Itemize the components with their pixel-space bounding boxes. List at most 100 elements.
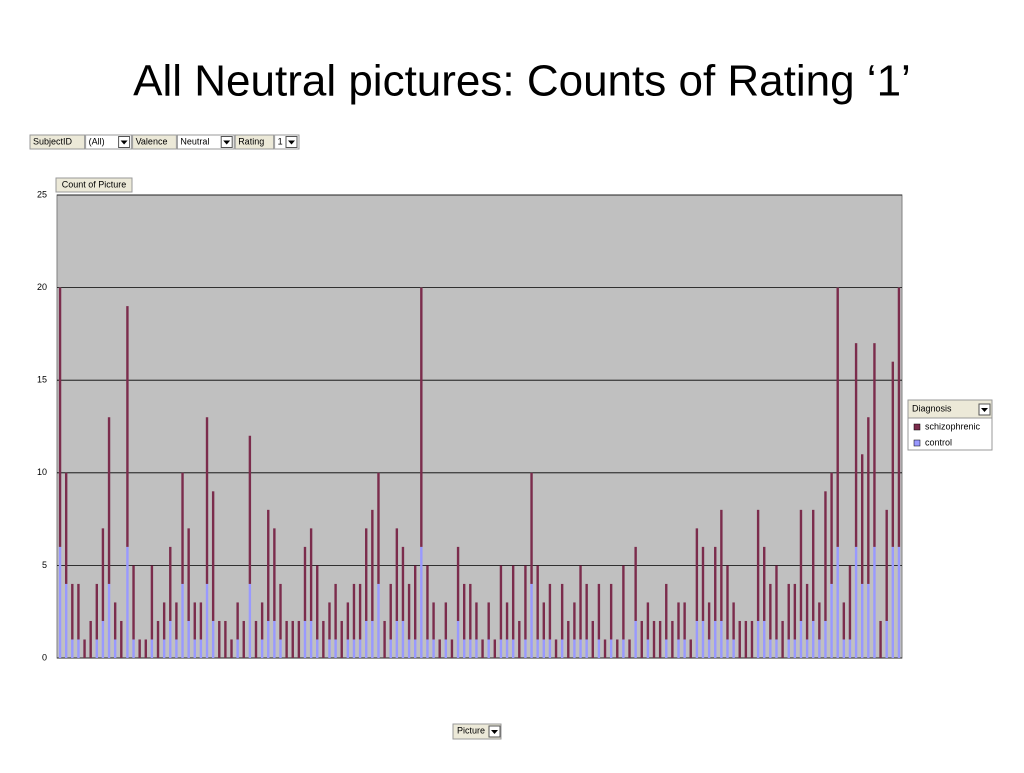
- bar-segment: [444, 639, 448, 658]
- bar-segment: [162, 602, 166, 640]
- bar-segment: [763, 620, 766, 658]
- bar-segment: [113, 602, 117, 640]
- bar-segment: [144, 639, 147, 658]
- bar-segment: [530, 583, 533, 658]
- bar-segment: [120, 620, 123, 658]
- bar-segment: [469, 583, 472, 640]
- bar-segment: [169, 620, 172, 658]
- bar-segment: [365, 620, 368, 658]
- bar-segment: [475, 602, 478, 640]
- bar-segment: [597, 639, 601, 658]
- bar-segment: [358, 583, 362, 640]
- bar-segment: [309, 620, 313, 658]
- bar-segment: [720, 620, 723, 658]
- bar-segment: [126, 306, 129, 547]
- bar-segment: [634, 546, 637, 621]
- bar-segment: [83, 639, 86, 658]
- filter-field: [234, 134, 275, 150]
- bar-segment: [511, 565, 515, 640]
- bar-segment: [867, 417, 870, 584]
- y-tick-label: 25: [37, 189, 47, 199]
- bar-segment: [579, 639, 582, 658]
- bar-segment: [181, 472, 184, 584]
- bar-segment: [316, 565, 319, 640]
- bar-segment: [775, 639, 778, 658]
- bar-segment: [309, 528, 313, 621]
- bar-segment: [469, 639, 472, 658]
- y-tick-label: 0: [42, 652, 47, 662]
- bar-segment: [401, 620, 405, 658]
- bar-segment: [487, 639, 490, 658]
- bar-segment: [536, 565, 539, 640]
- bar-segment: [254, 620, 258, 658]
- bar-segment: [897, 287, 901, 547]
- bar-segment: [683, 639, 686, 658]
- bar-segment: [885, 509, 888, 621]
- bar-segment: [873, 546, 876, 658]
- bar-segment: [205, 583, 209, 658]
- bar-segment: [316, 639, 319, 658]
- legend-label[interactable]: schizophrenic: [925, 421, 981, 431]
- bar-segment: [585, 639, 588, 658]
- bar-segment: [891, 546, 895, 658]
- bar-segment: [695, 620, 699, 658]
- bar-segment: [891, 361, 895, 547]
- filter-value[interactable]: [176, 134, 235, 150]
- bar-segment: [260, 639, 264, 658]
- bar-segment: [328, 639, 331, 658]
- filter-field-label: Valence: [136, 136, 168, 146]
- dropdown-icon: [491, 730, 498, 734]
- bar-segment: [432, 602, 435, 640]
- bar-segment: [671, 620, 674, 658]
- filter-bar: SubjectID (All) Valence Neutral Rating 1: [29, 134, 300, 150]
- bar-segment: [462, 583, 466, 640]
- legend-header[interactable]: [907, 399, 993, 419]
- bar-segment: [150, 565, 154, 640]
- bar-segment: [58, 546, 62, 658]
- bar-segment: [273, 528, 276, 621]
- legend-title[interactable]: Diagnosis: [912, 403, 952, 413]
- y-tick-label: 15: [37, 375, 47, 385]
- bar-segment: [150, 639, 154, 658]
- legend-swatch[interactable]: [913, 439, 921, 447]
- bar-segment: [560, 583, 564, 640]
- filter-value-label[interactable]: Neutral: [180, 136, 209, 146]
- bar-segment: [187, 620, 190, 658]
- bar-segment: [481, 639, 484, 658]
- bar-segment: [89, 620, 92, 658]
- bar-segment: [113, 639, 117, 658]
- bar-segment: [352, 639, 356, 658]
- bar-segment: [836, 287, 839, 547]
- bar-segment: [291, 620, 294, 658]
- bar-segment: [689, 639, 692, 658]
- bar-segment: [799, 620, 803, 658]
- bar-segment: [475, 639, 478, 658]
- bar-segment: [401, 546, 405, 621]
- legend-swatch[interactable]: [913, 423, 921, 431]
- bar-segment: [71, 639, 74, 658]
- category-field-label[interactable]: Picture: [457, 725, 485, 735]
- bar-segment: [211, 620, 215, 658]
- bar-segment: [554, 639, 558, 658]
- bar-segment: [187, 528, 190, 621]
- bar-segment: [616, 639, 619, 658]
- bar-segment: [781, 620, 784, 658]
- bar-segment: [107, 583, 111, 658]
- bar-segment: [95, 583, 99, 640]
- filter-value-label[interactable]: 1: [278, 136, 283, 146]
- bar-segment: [542, 602, 545, 640]
- bar-segment: [646, 602, 650, 640]
- bar-segment: [787, 639, 790, 658]
- filter-value-label[interactable]: (All): [89, 136, 105, 146]
- data-field-label: Count of Picture: [62, 179, 127, 189]
- bar-segment: [444, 602, 448, 640]
- bar-segment: [818, 639, 821, 658]
- bar-segment: [726, 639, 729, 658]
- bar-segment: [799, 509, 803, 621]
- bar-segment: [383, 620, 386, 658]
- bar-segment: [365, 528, 368, 621]
- bar-segment: [873, 343, 876, 547]
- bar-segment: [836, 546, 839, 658]
- bar-segment: [897, 546, 901, 658]
- legend-label[interactable]: control: [925, 437, 952, 447]
